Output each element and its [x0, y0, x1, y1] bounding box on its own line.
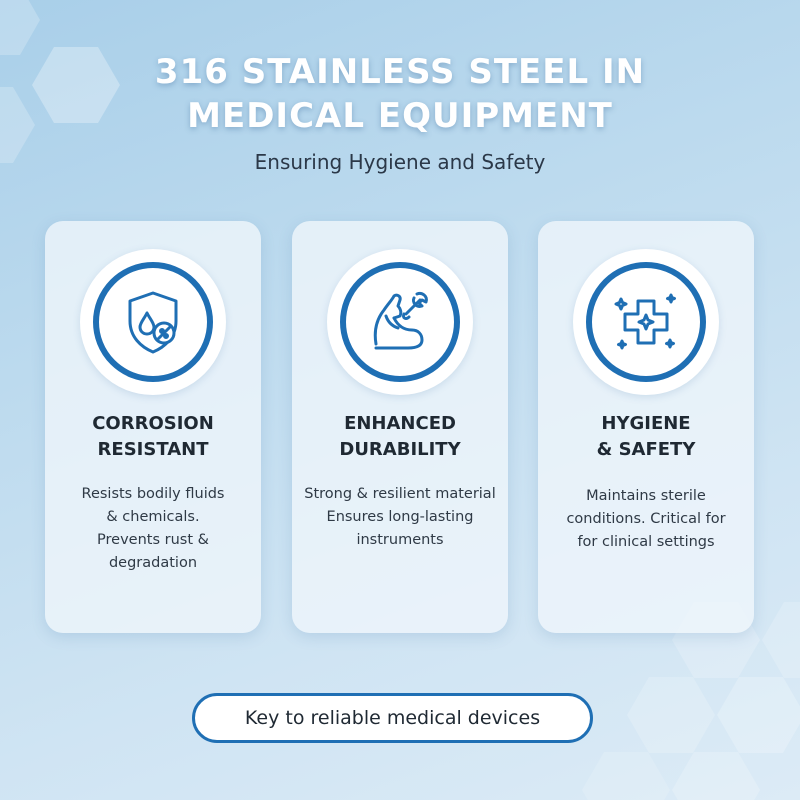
medical-cross-sparkle-icon — [614, 293, 676, 350]
card-description-line: for clinical settings — [577, 534, 715, 550]
feature-card-durability: ENHANCED DURABILITY Strong & resilient m… — [292, 221, 508, 633]
card-title-line: ENHANCED — [344, 413, 456, 434]
card-title-line: DURABILITY — [339, 439, 461, 460]
card-description-line: Ensures long-lasting — [326, 509, 474, 525]
page-title-line: 316 STAINLESS STEEL IN — [154, 52, 646, 92]
feature-card-corrosion: CORROSION RESISTANT Resists bodily fluid… — [45, 221, 261, 633]
card-description: Maintains sterile conditions. Critical f… — [538, 485, 754, 554]
icon-badge — [327, 249, 473, 395]
card-description-line: & chemicals. — [106, 509, 200, 525]
icon-badge — [80, 249, 226, 395]
card-description-line: Resists bodily fluids — [81, 486, 225, 502]
card-description-line: Prevents rust & — [97, 532, 209, 548]
hexagon-shape — [672, 752, 760, 800]
hexagon-shape — [582, 752, 670, 800]
card-description-line: Strong & resilient material — [304, 486, 496, 502]
card-description-line: instruments — [356, 532, 444, 548]
card-title: ENHANCED DURABILITY — [292, 411, 508, 463]
flexed-arm-wrench-icon — [373, 292, 428, 350]
page-title: 316 STAINLESS STEEL IN MEDICAL EQUIPMENT — [0, 50, 800, 138]
hexagon-shape — [762, 602, 800, 678]
feature-card-hygiene: HYGIENE & SAFETY Maintains sterile condi… — [538, 221, 754, 633]
card-title: HYGIENE & SAFETY — [538, 411, 754, 463]
shield-droplet-icon — [128, 291, 178, 354]
page-subtitle: Ensuring Hygiene and Safety — [254, 150, 546, 174]
card-description: Strong & resilient material Ensures long… — [292, 483, 508, 552]
icon-badge — [573, 249, 719, 395]
card-description: Resists bodily fluids & chemicals. Preve… — [45, 483, 261, 575]
card-title-line: HYGIENE — [601, 413, 691, 434]
tagline-badge: Key to reliable medical devices — [192, 693, 593, 743]
card-description-line: conditions. Critical for — [566, 511, 726, 527]
card-title-line: CORROSION — [92, 413, 214, 434]
page-title-line: MEDICAL EQUIPMENT — [187, 96, 613, 136]
card-title-line: & SAFETY — [596, 439, 696, 460]
hexagon-shape — [717, 677, 800, 753]
card-description-line: degradation — [108, 555, 198, 571]
hexagon-shape — [0, 0, 40, 55]
card-title-line: RESISTANT — [97, 439, 209, 460]
hexagon-shape — [627, 677, 715, 753]
card-description-line: Maintains sterile — [586, 488, 706, 504]
card-title: CORROSION RESISTANT — [45, 411, 261, 463]
